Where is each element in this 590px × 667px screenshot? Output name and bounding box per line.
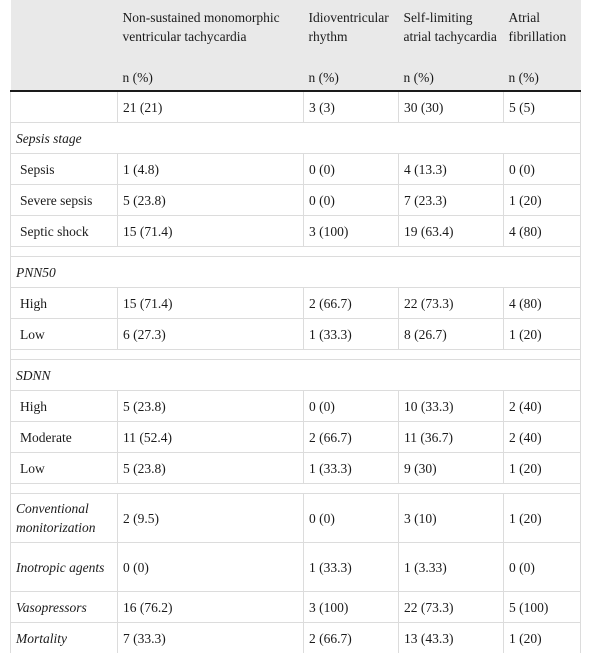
cell: 1 (33.3) [303,542,399,592]
table-row-septic-shock: Septic shock 15 (71.4) 3 (100) 19 (63.4)… [10,215,581,247]
table-row-sdnn-low: Low 5 (23.8) 1 (33.3) 9 (30) 1 (20) [10,452,581,484]
row-label: Low [10,318,118,350]
table-row-sdnn-high: High 5 (23.8) 0 (0) 10 (33.3) 2 (40) [10,390,581,422]
cell: 0 (0) [303,390,399,422]
header-cell-idioventricular: Idioventricular rhythm n (%) [303,0,399,91]
row-label: Low [10,452,118,484]
cell: 2 (66.7) [303,622,399,653]
cell: 5 (23.8) [117,452,304,484]
cell: 22 (73.3) [398,287,504,319]
row-label: Moderate [10,421,118,453]
cell: 21 (21) [117,91,304,123]
spacer-row [10,246,581,257]
cell: 3 (100) [303,591,399,623]
row-label: Inotropic agents [10,542,118,592]
cell: 1 (20) [503,452,581,484]
cell: 8 (26.7) [398,318,504,350]
cell: 7 (23.3) [398,184,504,216]
row-label: High [10,390,118,422]
cell: 4 (80) [503,287,581,319]
header-cell-blank [10,0,118,91]
arrhythmia-table-container: Non-sustained monomorphic ventricular ta… [10,0,581,653]
row-label: Vasopressors [10,591,118,623]
section-title: Sepsis stage [10,122,581,154]
cell: 3 (10) [398,493,504,543]
section-title: SDNN [10,359,581,391]
cell: 2 (66.7) [303,287,399,319]
cell: 1 (33.3) [303,452,399,484]
table-row-mortality: Mortality 7 (33.3) 2 (66.7) 13 (43.3) 1 … [10,622,581,653]
cell: 11 (52.4) [117,421,304,453]
row-label: Conventional monitorization [10,493,118,543]
cell: 11 (36.7) [398,421,504,453]
cell: 1 (20) [503,318,581,350]
table-row-vasopressors: Vasopressors 16 (76.2) 3 (100) 22 (73.3)… [10,591,581,623]
cell: 4 (80) [503,215,581,247]
cell: 15 (71.4) [117,287,304,319]
header-cell-atrial-fibrillation: Atrial fibrillation n (%) [503,0,581,91]
table-row-conventional-monitorization: Conventional monitorization 2 (9.5) 0 (0… [10,493,581,543]
cell: 16 (76.2) [117,591,304,623]
section-row-pnn50: PNN50 [10,256,581,288]
row-label: Severe sepsis [10,184,118,216]
table-body: 21 (21) 3 (3) 30 (30) 5 (5) Sepsis stage… [10,91,581,653]
cell: 2 (40) [503,421,581,453]
cell: 5 (100) [503,591,581,623]
cell: 5 (23.8) [117,390,304,422]
cell: 0 (0) [303,153,399,185]
cell: 6 (27.3) [117,318,304,350]
cell: 5 (5) [503,91,581,123]
table-header: Non-sustained monomorphic ventricular ta… [10,0,581,91]
table-row-sepsis: Sepsis 1 (4.8) 0 (0) 4 (13.3) 0 (0) [10,153,581,185]
table-row-inotropic-agents: Inotropic agents 0 (0) 1 (33.3) 1 (3.33)… [10,542,581,592]
cell: 0 (0) [303,493,399,543]
cell: 7 (33.3) [117,622,304,653]
cell: 1 (20) [503,184,581,216]
arrhythmia-table: Non-sustained monomorphic ventricular ta… [10,0,581,653]
cell: 1 (4.8) [117,153,304,185]
cell: 19 (63.4) [398,215,504,247]
cell: 15 (71.4) [117,215,304,247]
cell: 1 (3.33) [398,542,504,592]
table-row-severe-sepsis: Severe sepsis 5 (23.8) 0 (0) 7 (23.3) 1 … [10,184,581,216]
table-row-total: 21 (21) 3 (3) 30 (30) 5 (5) [10,91,581,123]
cell: 30 (30) [398,91,504,123]
spacer-row [10,349,581,360]
cell: 2 (40) [503,390,581,422]
spacer-row [10,483,581,494]
cell: 22 (73.3) [398,591,504,623]
cell: 0 (0) [503,153,581,185]
cell: 9 (30) [398,452,504,484]
cell: 1 (20) [503,622,581,653]
cell: 3 (100) [303,215,399,247]
header-cell-nsmvt: Non-sustained monomorphic ventricular ta… [117,0,304,91]
row-label: Septic shock [10,215,118,247]
header-cell-atrial-tachycardia: Self-limiting atrial tachycardia n (%) [398,0,504,91]
cell: 2 (9.5) [117,493,304,543]
cell: 4 (13.3) [398,153,504,185]
cell: 1 (33.3) [303,318,399,350]
cell: 5 (23.8) [117,184,304,216]
table-row-sdnn-moderate: Moderate 11 (52.4) 2 (66.7) 11 (36.7) 2 … [10,421,581,453]
row-label [10,91,118,123]
cell: 2 (66.7) [303,421,399,453]
cell: 0 (0) [503,542,581,592]
row-label: Sepsis [10,153,118,185]
table-row-pnn50-low: Low 6 (27.3) 1 (33.3) 8 (26.7) 1 (20) [10,318,581,350]
row-label: High [10,287,118,319]
cell: 0 (0) [303,184,399,216]
row-label: Mortality [10,622,118,653]
cell: 0 (0) [117,542,304,592]
section-row-sepsis-stage: Sepsis stage [10,122,581,154]
table-row-pnn50-high: High 15 (71.4) 2 (66.7) 22 (73.3) 4 (80) [10,287,581,319]
cell: 1 (20) [503,493,581,543]
section-row-sdnn: SDNN [10,359,581,391]
cell: 10 (33.3) [398,390,504,422]
cell: 3 (3) [303,91,399,123]
section-title: PNN50 [10,256,581,288]
cell: 13 (43.3) [398,622,504,653]
